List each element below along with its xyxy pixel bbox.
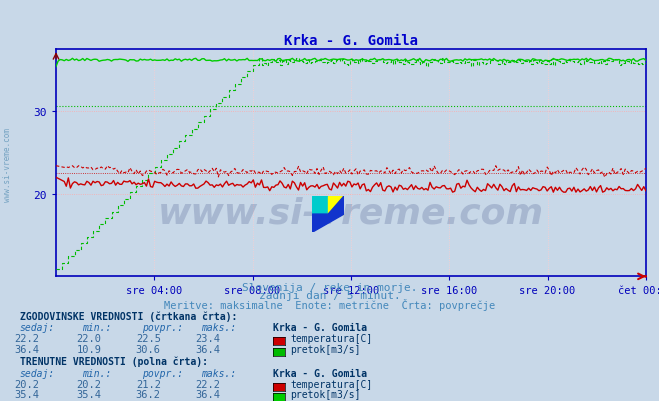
Text: temperatura[C]: temperatura[C] bbox=[290, 379, 372, 389]
Text: 22.0: 22.0 bbox=[76, 333, 101, 343]
Text: 35.4: 35.4 bbox=[14, 389, 39, 399]
Text: min.:: min.: bbox=[82, 368, 112, 378]
Text: 36.4: 36.4 bbox=[195, 344, 220, 354]
Text: Meritve: maksimalne  Enote: metrične  Črta: povprečje: Meritve: maksimalne Enote: metrične Črta… bbox=[164, 298, 495, 310]
Text: sedaj:: sedaj: bbox=[20, 368, 55, 378]
Text: 36.4: 36.4 bbox=[14, 344, 39, 354]
Text: maks.:: maks.: bbox=[201, 322, 236, 332]
Text: povpr.:: povpr.: bbox=[142, 322, 183, 332]
Text: min.:: min.: bbox=[82, 322, 112, 332]
Text: www.si-vreme.com: www.si-vreme.com bbox=[3, 128, 13, 201]
Text: 35.4: 35.4 bbox=[76, 389, 101, 399]
Text: www.si-vreme.com: www.si-vreme.com bbox=[158, 196, 544, 230]
Text: Slovenija / reke in morje.: Slovenija / reke in morje. bbox=[242, 283, 417, 293]
Polygon shape bbox=[312, 196, 344, 233]
Text: 22.2: 22.2 bbox=[14, 333, 39, 343]
Text: maks.:: maks.: bbox=[201, 368, 236, 378]
Text: 21.2: 21.2 bbox=[136, 379, 161, 389]
Text: Krka - G. Gomila: Krka - G. Gomila bbox=[273, 368, 368, 378]
Text: ZGODOVINSKE VREDNOSTI (črtkana črta):: ZGODOVINSKE VREDNOSTI (črtkana črta): bbox=[20, 310, 237, 321]
Title: Krka - G. Gomila: Krka - G. Gomila bbox=[284, 34, 418, 48]
Text: 36.2: 36.2 bbox=[136, 389, 161, 399]
Text: 23.4: 23.4 bbox=[195, 333, 220, 343]
Polygon shape bbox=[328, 196, 344, 215]
Text: TRENUTNE VREDNOSTI (polna črta):: TRENUTNE VREDNOSTI (polna črta): bbox=[20, 356, 208, 367]
Text: 22.5: 22.5 bbox=[136, 333, 161, 343]
Text: sedaj:: sedaj: bbox=[20, 322, 55, 332]
Text: 20.2: 20.2 bbox=[14, 379, 39, 389]
Text: 20.2: 20.2 bbox=[76, 379, 101, 389]
Text: 36.4: 36.4 bbox=[195, 389, 220, 399]
Text: 22.2: 22.2 bbox=[195, 379, 220, 389]
Text: Krka - G. Gomila: Krka - G. Gomila bbox=[273, 322, 368, 332]
Text: zadnji dan / 5 minut.: zadnji dan / 5 minut. bbox=[258, 291, 401, 301]
Text: pretok[m3/s]: pretok[m3/s] bbox=[290, 344, 360, 354]
Polygon shape bbox=[312, 196, 328, 215]
Text: 30.6: 30.6 bbox=[136, 344, 161, 354]
Text: 10.9: 10.9 bbox=[76, 344, 101, 354]
Text: povpr.:: povpr.: bbox=[142, 368, 183, 378]
Text: pretok[m3/s]: pretok[m3/s] bbox=[290, 389, 360, 399]
Text: temperatura[C]: temperatura[C] bbox=[290, 333, 372, 343]
